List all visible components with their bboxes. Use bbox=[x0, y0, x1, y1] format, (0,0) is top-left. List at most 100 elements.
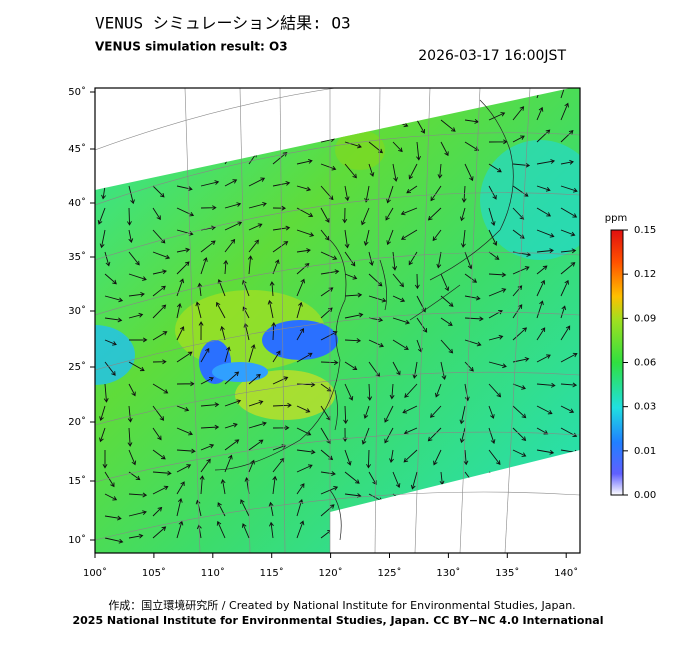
wind-arrow bbox=[459, 427, 466, 444]
wind-arrow bbox=[320, 163, 337, 171]
wind-arrow bbox=[99, 427, 106, 443]
wind-arrow bbox=[392, 141, 403, 153]
wind-arrow bbox=[560, 229, 576, 237]
wind-arrow bbox=[176, 207, 195, 217]
lon-tick-label: 135˚ bbox=[495, 567, 519, 579]
wind-arrow bbox=[560, 352, 578, 363]
wind-arrow bbox=[463, 449, 469, 466]
wind-arrow bbox=[560, 427, 578, 437]
map-area bbox=[95, 88, 580, 553]
wind-arrow bbox=[224, 179, 238, 187]
wind-arrow bbox=[152, 331, 168, 341]
wind-arrow bbox=[176, 185, 193, 192]
wind-arrow bbox=[512, 327, 528, 341]
wind-arrow bbox=[152, 526, 167, 539]
wind-arrow bbox=[416, 97, 426, 111]
wind-arrow bbox=[195, 88, 202, 99]
wind-arrow bbox=[536, 229, 555, 238]
wind-arrow bbox=[440, 515, 457, 527]
wind-arrow bbox=[560, 248, 577, 254]
wind-arrow bbox=[536, 300, 544, 319]
wind-arrow bbox=[416, 317, 428, 333]
wind-arrow bbox=[460, 229, 466, 248]
wind-arrow bbox=[437, 163, 443, 179]
wind-arrow bbox=[536, 185, 551, 192]
lat-tick-label: 30˚ bbox=[68, 305, 86, 317]
wind-arrow bbox=[195, 499, 202, 517]
lon-tick-label: 120˚ bbox=[319, 567, 343, 579]
wind-arrow bbox=[198, 321, 204, 341]
wind-arrow bbox=[152, 383, 169, 394]
wind-arrow bbox=[176, 303, 182, 319]
wind-arrow bbox=[512, 449, 527, 457]
wind-arrow bbox=[416, 493, 423, 508]
wind-arrow bbox=[296, 158, 313, 165]
wind-arrow bbox=[406, 185, 418, 194]
wind-arrow bbox=[216, 520, 226, 539]
wind-arrow bbox=[536, 207, 552, 217]
wind-arrow bbox=[248, 201, 267, 209]
wind-arrow bbox=[200, 180, 220, 187]
wind-arrow bbox=[392, 97, 411, 105]
colorbar-unit: ppm bbox=[605, 213, 627, 224]
lon-tick-label: 115˚ bbox=[260, 567, 284, 579]
wind-arrow bbox=[104, 251, 111, 267]
wind-arrow bbox=[363, 229, 370, 246]
wind-arrow bbox=[366, 449, 371, 469]
wind-arrow bbox=[128, 312, 144, 319]
wind-arrow bbox=[176, 405, 190, 412]
wind-arrow bbox=[128, 492, 148, 498]
wind-arrow bbox=[200, 152, 215, 165]
wind-arrow bbox=[461, 185, 467, 203]
wind-arrow bbox=[242, 306, 250, 319]
wind-arrow bbox=[269, 521, 274, 539]
wind-arrow bbox=[224, 371, 240, 385]
wind-arrow bbox=[344, 116, 359, 122]
wind-arrow bbox=[200, 225, 216, 231]
wind-arrow bbox=[368, 273, 383, 287]
wind-arrow bbox=[200, 257, 208, 275]
wind-arrow bbox=[416, 537, 427, 553]
colorbar-tick-label: 0.06 bbox=[634, 358, 656, 369]
colorbar-tick-label: 0.00 bbox=[634, 490, 656, 501]
wind-arrow bbox=[152, 269, 167, 275]
wind-arrow bbox=[127, 427, 133, 447]
colorbar-tick-label: 0.01 bbox=[634, 446, 656, 457]
wind-arrow bbox=[536, 501, 543, 517]
wind-arrow bbox=[224, 439, 240, 451]
wind-arrow bbox=[296, 520, 305, 539]
wind-arrow bbox=[361, 207, 370, 226]
wind-arrow bbox=[430, 405, 442, 418]
wind-arrow bbox=[400, 207, 418, 216]
wind-arrow bbox=[296, 382, 316, 388]
wind-arrow bbox=[176, 351, 193, 363]
wind-arrow bbox=[320, 360, 339, 366]
wind-arrow bbox=[512, 501, 523, 517]
lat-tick-label: 25˚ bbox=[68, 361, 86, 373]
wind-arrow bbox=[248, 373, 261, 385]
wind-arrow bbox=[99, 405, 106, 422]
wind-arrow bbox=[247, 255, 253, 275]
wind-arrow bbox=[224, 238, 236, 253]
wind-arrow bbox=[560, 130, 574, 143]
wind-arrow bbox=[176, 427, 193, 436]
colorbar-tick-label: 0.03 bbox=[634, 402, 656, 413]
wind-arrow bbox=[560, 480, 571, 495]
wind-arrow bbox=[152, 285, 166, 297]
wind-arrow bbox=[427, 207, 442, 221]
wind-arrow bbox=[403, 427, 418, 435]
wind-arrow bbox=[296, 103, 304, 121]
coastline bbox=[214, 99, 514, 541]
wind-arrow bbox=[464, 251, 473, 270]
wind-arrow bbox=[176, 247, 191, 253]
map-frame bbox=[94, 87, 581, 554]
wind-arrow bbox=[488, 207, 496, 226]
wind-arrow bbox=[240, 499, 250, 517]
wind-arrow bbox=[392, 251, 398, 271]
wind-arrow bbox=[127, 405, 133, 423]
wind-arrow bbox=[512, 383, 526, 390]
wind-arrow bbox=[272, 376, 289, 385]
wind-arrow bbox=[248, 223, 263, 231]
wind-arrow bbox=[560, 305, 567, 319]
